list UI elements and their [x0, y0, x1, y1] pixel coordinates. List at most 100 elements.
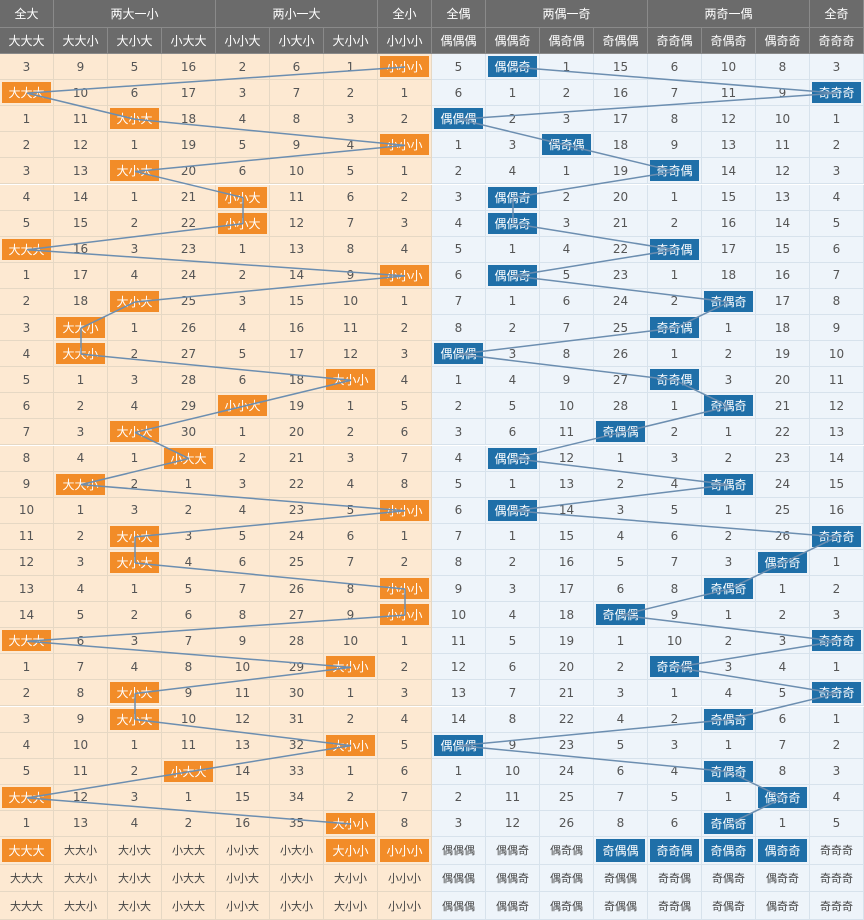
- table-cell: 7: [270, 80, 324, 107]
- table-cell: 5: [0, 758, 54, 785]
- table-cell: 3: [432, 184, 486, 211]
- table-cell: 小小小: [378, 262, 432, 289]
- summary-cell: 偶偶偶: [432, 837, 486, 865]
- table-cell: 10: [54, 732, 108, 759]
- table-cell: 15: [810, 471, 864, 498]
- table-cell: 24: [540, 758, 594, 785]
- table-cell: 10: [162, 706, 216, 733]
- table-cell: 奇奇偶: [648, 654, 702, 681]
- table-cell: 9: [270, 132, 324, 159]
- table-cell: 15: [270, 288, 324, 315]
- table-cell: 奇偶偶: [594, 602, 648, 629]
- table-cell: 17: [270, 341, 324, 368]
- table-cell: 8: [594, 810, 648, 837]
- table-cell: 大小大: [108, 106, 162, 133]
- table-cell: 大小小: [324, 367, 378, 394]
- table-cell: 14: [270, 262, 324, 289]
- table-cell: 10: [432, 602, 486, 629]
- table-cell: 16: [702, 210, 756, 237]
- table-cell: 7: [378, 445, 432, 472]
- hit-marker: 奇奇偶: [650, 369, 699, 391]
- table-cell: 12: [432, 654, 486, 681]
- hit-marker: 大小大: [110, 160, 159, 182]
- table-cell: 3: [216, 471, 270, 498]
- table-cell: 大小小: [324, 810, 378, 837]
- table-cell: 大大大: [0, 628, 54, 655]
- table-cell: 1: [540, 54, 594, 81]
- table-cell: 12: [756, 158, 810, 185]
- table-cell: 14: [756, 210, 810, 237]
- table-cell: 2: [540, 184, 594, 211]
- summary-cell: 大大小: [54, 892, 108, 920]
- hit-marker: 大大大: [2, 82, 51, 104]
- table-cell: 6: [810, 236, 864, 263]
- table-cell: 12: [702, 106, 756, 133]
- table-cell: 17: [162, 80, 216, 107]
- table-cell: 21: [162, 184, 216, 211]
- table-cell: 6: [432, 80, 486, 107]
- table-cell: 4: [432, 445, 486, 472]
- summary-marker: 奇偶偶: [596, 839, 645, 862]
- table-cell: 偶偶偶: [432, 732, 486, 759]
- column-header: 偶偶偶: [432, 28, 486, 54]
- table-cell: 3: [648, 445, 702, 472]
- table-cell: 4: [0, 732, 54, 759]
- table-cell: 3: [108, 497, 162, 524]
- table-cell: 3: [756, 628, 810, 655]
- table-cell: 1: [702, 784, 756, 811]
- table-cell: 2: [108, 602, 162, 629]
- table-cell: 18: [162, 106, 216, 133]
- table-cell: 7: [432, 523, 486, 550]
- summary-cell: 大大大: [0, 864, 54, 893]
- hit-marker: 大小大: [110, 108, 159, 130]
- table-cell: 3: [432, 810, 486, 837]
- table-cell: 7: [486, 680, 540, 707]
- summary-cell: 小小小: [378, 864, 432, 893]
- table-cell: 1: [378, 158, 432, 185]
- table-cell: 6: [648, 54, 702, 81]
- table-cell: 1: [162, 784, 216, 811]
- table-cell: 11: [216, 680, 270, 707]
- summary-cell: 偶奇偶: [540, 864, 594, 893]
- hit-marker: 小小小: [380, 578, 429, 600]
- table-cell: 7: [540, 315, 594, 342]
- table-cell: 3: [324, 445, 378, 472]
- table-cell: 1: [0, 810, 54, 837]
- table-cell: 3: [216, 288, 270, 315]
- hit-marker: 大小小: [326, 734, 375, 756]
- summary-cell: 小小小: [378, 892, 432, 920]
- table-cell: 13: [216, 732, 270, 759]
- column-header: 小小小: [378, 28, 432, 54]
- hit-marker: 小小小: [380, 264, 429, 286]
- table-cell: 大小大: [108, 680, 162, 707]
- hit-marker: 小小大: [218, 186, 267, 208]
- hit-marker: 偶偶奇: [488, 447, 537, 469]
- table-cell: 5: [0, 210, 54, 237]
- table-cell: 奇偶奇: [702, 810, 756, 837]
- table-cell: 9: [54, 54, 108, 81]
- table-cell: 9: [486, 732, 540, 759]
- table-cell: 28: [594, 393, 648, 420]
- table-cell: 6: [486, 654, 540, 681]
- table-cell: 大大小: [54, 341, 108, 368]
- table-cell: 8: [270, 106, 324, 133]
- table-cell: 12: [54, 784, 108, 811]
- table-cell: 5: [648, 784, 702, 811]
- table-cell: 2: [378, 184, 432, 211]
- summary-cell: 偶偶偶: [432, 892, 486, 920]
- table-cell: 偶偶奇: [486, 184, 540, 211]
- table-cell: 2: [702, 523, 756, 550]
- hit-marker: 奇奇偶: [650, 160, 699, 182]
- table-cell: 3: [648, 732, 702, 759]
- table-cell: 1: [432, 758, 486, 785]
- table-cell: 7: [54, 654, 108, 681]
- table-cell: 4: [810, 784, 864, 811]
- table-cell: 1: [702, 497, 756, 524]
- table-cell: 2: [216, 445, 270, 472]
- summary-marker: 大小小: [326, 839, 375, 862]
- table-cell: 1: [810, 654, 864, 681]
- table-cell: 5: [432, 54, 486, 81]
- table-cell: 18: [594, 132, 648, 159]
- table-cell: 3: [540, 210, 594, 237]
- summary-cell: 大小大: [108, 837, 162, 865]
